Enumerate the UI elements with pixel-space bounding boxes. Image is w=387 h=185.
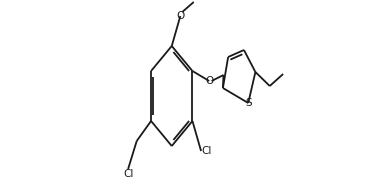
Text: S: S bbox=[245, 98, 252, 108]
Text: Cl: Cl bbox=[123, 169, 133, 179]
Text: O: O bbox=[205, 76, 213, 86]
Text: O: O bbox=[176, 11, 185, 21]
Text: Cl: Cl bbox=[201, 146, 211, 156]
